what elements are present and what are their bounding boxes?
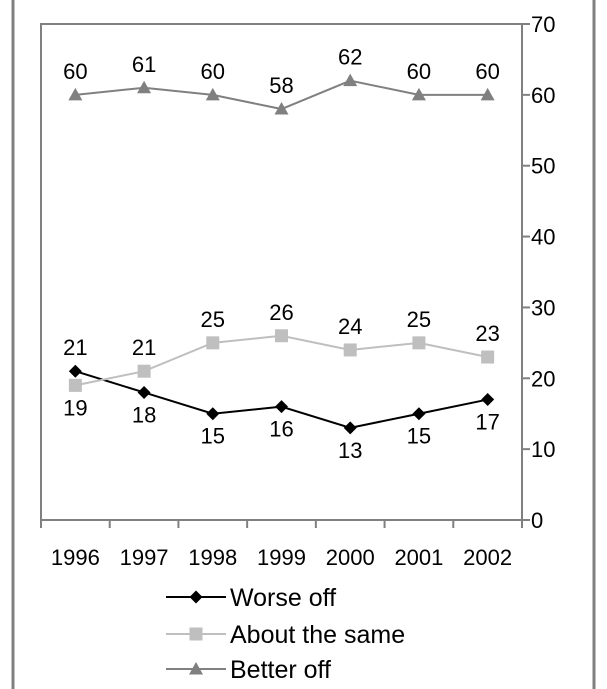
x-tick-label: 2001	[394, 545, 443, 570]
marker-triangle	[274, 102, 289, 115]
marker-triangle	[189, 662, 203, 675]
series-worse-off: 21 18 15 16 13 15 17	[63, 335, 500, 463]
data-label: 18	[132, 402, 156, 427]
data-label: 15	[407, 424, 431, 449]
legend-item: About the same	[166, 621, 405, 649]
x-tick-label: 2002	[463, 545, 512, 570]
y-tick-label: 70	[531, 12, 555, 37]
data-label: 61	[132, 52, 156, 77]
y-tick-label: 10	[531, 437, 555, 462]
x-tick-label: 1998	[188, 545, 237, 570]
data-label: 60	[475, 59, 499, 84]
x-tick-label: 2000	[326, 545, 375, 570]
data-label: 23	[475, 321, 499, 346]
marker-diamond	[68, 364, 82, 378]
marker-diamond	[343, 421, 357, 435]
data-label: 16	[269, 417, 293, 442]
data-label: 62	[338, 45, 362, 70]
marker-triangle	[480, 87, 495, 101]
data-label: 25	[201, 307, 225, 332]
x-axis: 1996 1997 1998 1999 2000 2001 2002	[40, 520, 523, 570]
y-tick-label: 30	[531, 295, 555, 320]
data-label: 21	[63, 335, 87, 360]
data-label: 21	[132, 335, 156, 360]
data-label: 13	[338, 438, 362, 463]
legend-item: Worse off	[166, 584, 336, 612]
data-label: 17	[475, 410, 499, 435]
y-tick-label: 20	[531, 366, 555, 391]
data-label: 58	[269, 73, 293, 98]
data-label: 60	[201, 59, 225, 84]
marker-diamond	[206, 407, 220, 421]
y-tick-label: 40	[531, 225, 555, 250]
marker-square	[206, 336, 220, 350]
marker-square	[275, 329, 288, 343]
marker-square	[481, 350, 495, 364]
marker-diamond	[481, 393, 495, 407]
data-label: 26	[269, 300, 293, 325]
legend-item: Better off	[166, 656, 331, 684]
marker-triangle	[205, 87, 220, 101]
plot-area	[40, 23, 523, 521]
data-label: 24	[338, 314, 362, 339]
marker-triangle	[411, 87, 426, 101]
marker-triangle	[137, 80, 152, 94]
y-tick-label: 0	[531, 508, 543, 533]
y-axis: 0 10 20 30 40 50 60 70	[522, 12, 555, 533]
x-tick-label: 1996	[51, 545, 100, 570]
data-label: 25	[407, 307, 431, 332]
x-tick-label: 1997	[120, 545, 169, 570]
marker-diamond	[189, 590, 203, 604]
legend: Worse off About the same Better off	[166, 584, 405, 684]
marker-triangle	[68, 87, 83, 101]
y-tick-label: 50	[531, 154, 555, 179]
data-label: 60	[63, 59, 87, 84]
marker-diamond	[137, 385, 151, 399]
marker-triangle	[343, 73, 358, 87]
data-label: 19	[63, 395, 87, 420]
series-better-off: 60 61 60 58 62 60 60	[63, 45, 500, 115]
marker-square	[68, 378, 82, 392]
marker-diamond	[275, 400, 288, 414]
data-label: 60	[407, 59, 431, 84]
x-tick-label: 1999	[257, 545, 306, 570]
marker-square	[412, 336, 426, 350]
legend-label: Better off	[230, 656, 331, 684]
legend-label: About the same	[230, 621, 405, 649]
marker-square	[343, 343, 357, 357]
marker-square	[137, 364, 151, 378]
series-about-the-same: 19 21 25 26 24 25 23	[63, 300, 500, 421]
y-tick-label: 60	[531, 83, 555, 108]
data-label: 15	[201, 424, 225, 449]
legend-label: Worse off	[230, 584, 336, 612]
marker-diamond	[412, 407, 426, 421]
marker-square	[189, 627, 203, 641]
